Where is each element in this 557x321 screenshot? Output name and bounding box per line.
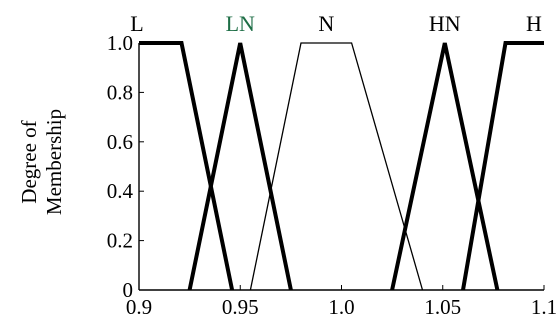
y-tick-label: 0.6 [107,130,133,154]
x-tick-label: 1.1 [531,295,557,319]
x-tick-label: 1.05 [424,295,461,319]
y-tick-label: 0.8 [107,80,133,104]
membership-functions [139,41,544,291]
tick-labels: 0 0.2 0.4 0.6 0.8 1.0 0.9 0.95 1.0 1.05 1.1 [107,31,557,319]
x-tick-label: 1.0 [328,295,354,319]
set-label-ln: LN [226,11,255,36]
y-tick-label: 0.2 [107,229,133,253]
membership-line-l [139,41,235,291]
membership-line-hn [390,42,500,291]
plot-axes [138,42,545,291]
membership-line-ln [187,42,293,291]
y-tick-label: 0.4 [107,179,134,203]
set-label-hn: HN [429,11,461,36]
set-label-h: H [526,11,542,36]
membership-line-h [461,41,544,291]
y-axis-title-line-1: Degree of [17,120,41,203]
membership-line-n [249,42,424,291]
x-tick-label: 0.9 [126,295,152,319]
set-labels: L LN N HN H [130,11,542,36]
set-label-l: L [130,11,143,36]
y-tick-label: 1.0 [107,31,133,55]
y-tick-label: 0 [123,278,134,302]
y-axis-title-line-2: Membership [42,109,66,215]
set-label-n: N [318,11,334,36]
x-tick-label: 0.95 [222,295,259,319]
